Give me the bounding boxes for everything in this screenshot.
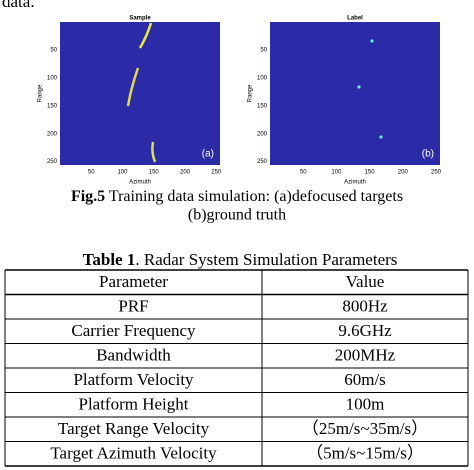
table-cell: 60m/s (344, 370, 386, 389)
x-tick-label: 200 (180, 170, 191, 176)
x-tick-label: 100 (117, 170, 128, 176)
x-tick-label: 50 (88, 170, 95, 176)
table-title: Table 1. Radar System Simulation Paramet… (83, 250, 398, 269)
caption-text: Training data simulation: (a)defocused t… (105, 188, 403, 205)
x-tick-label: 250 (211, 170, 222, 176)
table-title-text: . Radar System Simulation Parameters (135, 250, 397, 269)
table-cell: 200MHz (335, 346, 396, 365)
y-tick-label: 100 (257, 75, 268, 81)
panel-title: Label (347, 16, 363, 22)
table-cell: （25m/s~35m/s） (302, 419, 428, 438)
panel-tag: (a) (202, 149, 214, 160)
y-tick-label: 50 (50, 48, 57, 54)
table-cell: Carrier Frequency (71, 321, 196, 340)
x-axis-label: Azimuth (344, 180, 366, 186)
table-cell: Value (346, 272, 385, 291)
table-label: Table 1 (83, 250, 136, 269)
caption-label: Fig.5 (71, 188, 105, 205)
target-point (379, 135, 383, 139)
y-tick-label: 200 (47, 131, 58, 137)
y-tick-label: 50 (260, 48, 267, 54)
table-cell: Target Range Velocity (58, 419, 210, 438)
panel-tag: (b) (422, 149, 434, 160)
table-cell: Platform Velocity (73, 370, 194, 389)
y-tick-label: 150 (257, 103, 268, 109)
table-cell: Target Azimuth Velocity (50, 444, 217, 463)
target-trace (138, 22, 153, 49)
x-tick-label: 150 (365, 170, 376, 176)
table-cell: 9.6GHz (338, 321, 392, 340)
top-text: data. (2, 0, 35, 11)
y-tick-label: 250 (47, 159, 58, 165)
target-trace (151, 141, 157, 163)
table-cell: （5m/s~15m/s） (306, 444, 424, 463)
table-cell: 800Hz (342, 297, 388, 316)
caption-line-2: (b)ground truth (188, 207, 286, 224)
table-cell: Parameter (99, 272, 168, 291)
heatmap-b (270, 22, 440, 165)
table: Parameter Value PRF 800Hz Carrier Frequency 9… (4, 269, 469, 467)
table-cell: Bandwidth (96, 346, 171, 365)
y-tick-label: 200 (257, 131, 268, 137)
figure (60, 22, 440, 165)
target-point (357, 85, 361, 89)
x-tick-label: 250 (431, 170, 442, 176)
x-tick-label: 100 (331, 170, 342, 176)
caption-line-1: Fig.5 Training data simulation: (a)defoc… (71, 188, 403, 205)
x-tick-label: 150 (149, 170, 160, 176)
y-axis-label: Range (248, 84, 254, 102)
heatmap-a (60, 22, 220, 165)
target-point (370, 39, 374, 43)
panel-title: Sample (129, 16, 151, 22)
x-axis-label: Azimuth (129, 180, 151, 186)
x-tick-label: 50 (300, 170, 307, 176)
x-tick-label: 200 (398, 170, 409, 176)
y-tick-label: 150 (47, 103, 58, 109)
target-trace (126, 67, 140, 107)
y-tick-label: 100 (47, 75, 58, 81)
table-cell: PRF (118, 297, 148, 316)
y-axis-label: Range (38, 84, 44, 102)
y-tick-label: 250 (257, 159, 268, 165)
table-cell: 100m (346, 395, 385, 414)
table-cell: Platform Height (78, 395, 188, 414)
